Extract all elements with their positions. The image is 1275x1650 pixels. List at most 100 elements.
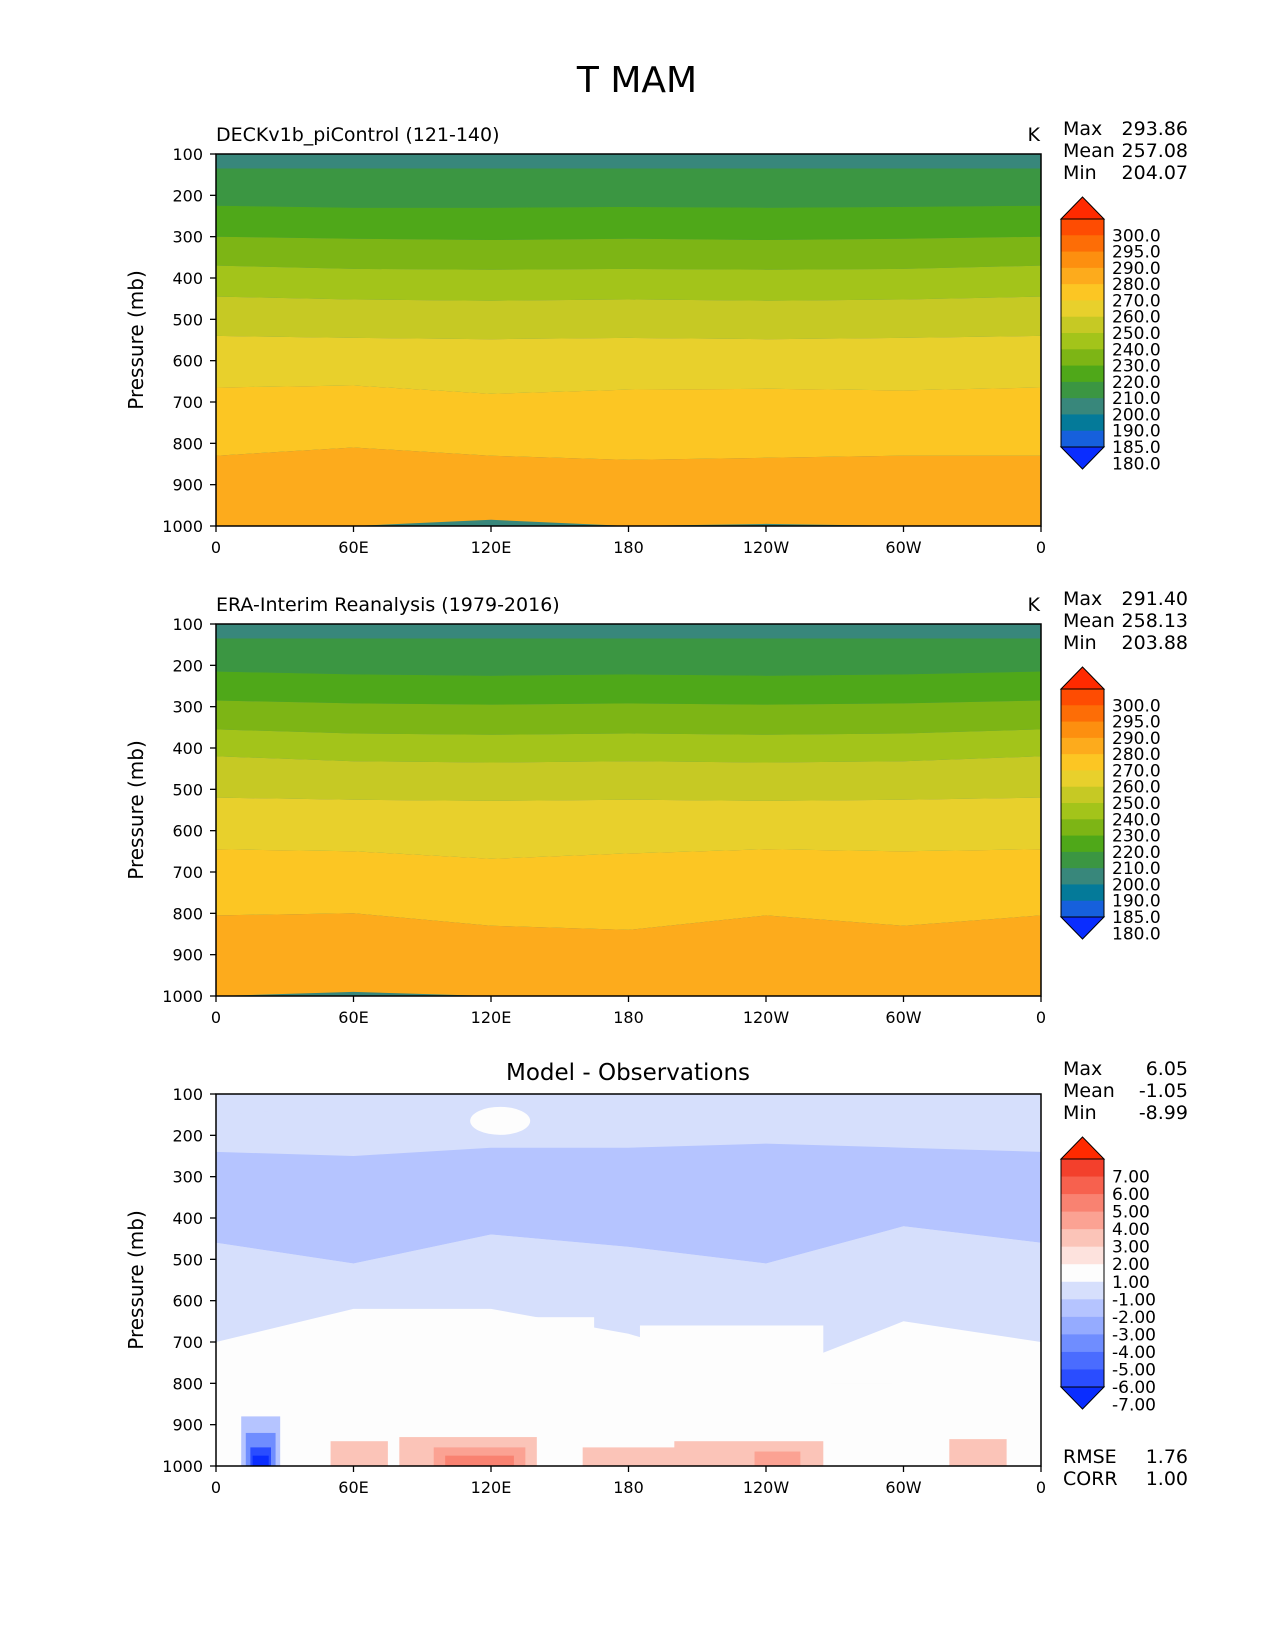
rmse-label: RMSE [1063, 1446, 1117, 1468]
colorbar-label: 230.0 [1112, 357, 1161, 377]
x-tick-label: 180 [613, 1008, 644, 1027]
panel-diff-stats: Max 6.05 Mean -1.05 Min -8.99 [1063, 1058, 1188, 1124]
colorbar-label: 280.0 [1112, 745, 1161, 765]
y-tick-label: 500 [172, 780, 203, 799]
panel-obs-ylabel: Pressure (mb) [124, 740, 148, 880]
y-tick-label: 200 [172, 1126, 203, 1145]
colorbar-label: 220.0 [1112, 843, 1161, 863]
x-tick-label: 180 [613, 538, 644, 557]
contour-band [216, 849, 1041, 930]
colorbar-label: 280.0 [1112, 275, 1161, 295]
colorbar-label: 240.0 [1112, 340, 1161, 360]
panel-model-ylabel: Pressure (mb) [124, 270, 148, 410]
colorbar-swatch [1061, 1334, 1104, 1353]
stat-value: 203.88 [1122, 632, 1188, 654]
y-tick-label: 600 [172, 1292, 203, 1311]
y-tick-label: 800 [172, 904, 203, 923]
colorbar-swatch [1061, 284, 1104, 301]
stat-label: Max [1063, 1058, 1102, 1080]
colorbar-label: 185.0 [1112, 438, 1161, 458]
y-tick-label: 200 [172, 186, 203, 205]
colorbar-label: 210.0 [1112, 389, 1161, 409]
colorbar-label: 260.0 [1112, 778, 1161, 798]
colorbar-swatch [1061, 786, 1104, 804]
colorbar-label: -2.00 [1112, 1308, 1156, 1328]
x-tick-label: 120W [743, 538, 790, 557]
stat-label: Mean [1063, 610, 1115, 632]
panel-obs: ERA-Interim Reanalysis (1979-2016) K Pre… [124, 588, 1188, 1027]
colorbar-swatch [1061, 300, 1104, 318]
colorbar-frame [1060, 688, 1105, 918]
y-tick-label: 1000 [162, 1457, 203, 1476]
colorbar-label: 290.0 [1112, 729, 1161, 749]
y-tick-label: 600 [172, 352, 203, 371]
y-tick-label: 400 [172, 1209, 203, 1228]
colorbar-label: 185.0 [1112, 908, 1161, 928]
colorbar-extend-min [1059, 1386, 1106, 1410]
stat-label: Mean [1063, 1080, 1115, 1102]
x-tick-label: 0 [1036, 538, 1046, 557]
x-tick-label: 120E [471, 1008, 512, 1027]
colorbar-extend-max [1059, 1136, 1106, 1160]
y-tick-label: 1000 [162, 987, 203, 1006]
colorbar-extend-min [1059, 916, 1106, 940]
colorbar-swatch [1061, 721, 1104, 739]
colorbar-frame [1060, 218, 1105, 448]
colorbar-frame [1060, 1158, 1105, 1388]
x-tick-label: 120W [743, 1478, 790, 1497]
colorbar-label: 180.0 [1112, 454, 1161, 474]
colorbar-swatch [1061, 1246, 1104, 1265]
panel-model-colorbar: 300.0295.0290.0280.0270.0260.0250.0240.0… [1059, 196, 1161, 474]
colorbar-swatch [1061, 267, 1104, 285]
y-tick-label: 400 [172, 269, 203, 288]
panel-model-units: K [1028, 124, 1041, 146]
colorbar-label: 270.0 [1112, 761, 1161, 781]
y-tick-label: 500 [172, 310, 203, 329]
stat-label: Max [1063, 588, 1102, 610]
x-tick-label: 0 [211, 1008, 221, 1027]
colorbar-swatch [1061, 1211, 1104, 1230]
y-tick-label: 200 [172, 656, 203, 675]
panel-diff-colorbar: 7.006.005.004.003.002.001.00-1.00-2.00-3… [1059, 1136, 1156, 1416]
x-tick-label: 60E [338, 1008, 368, 1027]
warm-bias-region [754, 1451, 801, 1466]
y-tick-label: 1000 [162, 517, 203, 536]
colorbar-swatch [1061, 819, 1104, 837]
stat-value: 6.05 [1146, 1058, 1188, 1080]
colorbar-swatch [1061, 737, 1104, 755]
panel-model-title: DECKv1b_piControl (121-140) [216, 124, 500, 146]
colorbar-label: 220.0 [1112, 373, 1161, 393]
y-tick-label: 100 [172, 1085, 203, 1104]
colorbar-label: 250.0 [1112, 324, 1161, 344]
colorbar-swatch [1061, 835, 1104, 853]
contour-band [216, 1226, 1041, 1376]
colorbar-label: 190.0 [1112, 892, 1161, 912]
colorbar-label: 250.0 [1112, 794, 1161, 814]
contour-band [216, 265, 1041, 301]
colorbar-label: -7.00 [1112, 1396, 1156, 1416]
colorbar-swatch [1061, 349, 1104, 367]
contour-band [216, 671, 1041, 705]
colorbar-label: 290.0 [1112, 259, 1161, 279]
y-tick-label: 900 [172, 946, 203, 965]
colorbar-label: -3.00 [1112, 1325, 1156, 1345]
colorbar-label: 230.0 [1112, 827, 1161, 847]
colorbar-swatch [1061, 235, 1104, 253]
panel-obs-plot: 100 200 300 400 500 600 700 800 900 1000 0 60E 120E 1… [162, 615, 1046, 1027]
colorbar-swatch [1061, 851, 1104, 869]
contour-band [216, 236, 1041, 270]
colorbar-swatch [1061, 868, 1104, 885]
panel-diff-ylabel: Pressure (mb) [124, 1210, 148, 1350]
contour-band [216, 296, 1041, 340]
colorbar-label: 300.0 [1112, 226, 1161, 246]
x-tick-label: 0 [1036, 1008, 1046, 1027]
contour-band [216, 205, 1041, 240]
y-tick-label: 300 [172, 228, 203, 247]
colorbar-swatch [1061, 430, 1104, 448]
colorbar-swatch [1061, 1194, 1104, 1213]
colorbar-label: 200.0 [1112, 405, 1161, 425]
stat-value: 291.40 [1122, 588, 1188, 610]
contour-band [216, 1100, 1041, 1156]
warm-bias-region [330, 1441, 388, 1466]
